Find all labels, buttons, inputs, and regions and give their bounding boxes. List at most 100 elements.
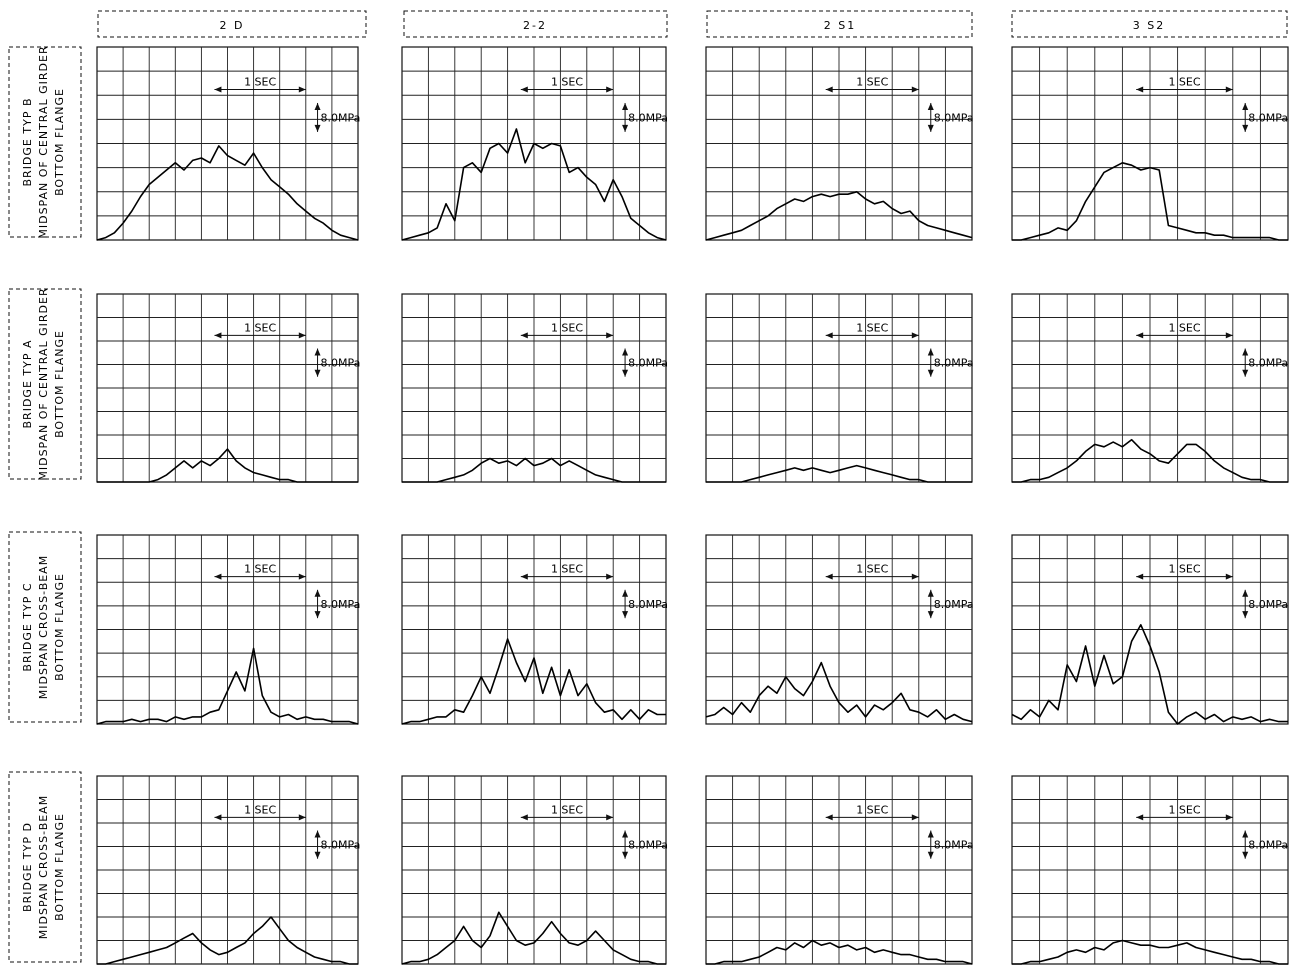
chart-panel: 1 SEC 8.0MPa bbox=[1011, 46, 1289, 241]
time-scale-arrowhead-right bbox=[298, 573, 306, 580]
chart-panels: 1 SEC 8.0MPa 1 SEC 8.0MPa 1 SEC 8.0MPa 1 SEC 8.… bbox=[96, 46, 1289, 965]
row-label-line3: BOTTOM FLANGE bbox=[53, 573, 66, 681]
time-scale-label: 1 SEC bbox=[551, 75, 583, 88]
chart-panel: 1 SEC 8.0MPa bbox=[1011, 293, 1289, 483]
time-scale-arrowhead-right bbox=[1225, 573, 1233, 580]
stress-scale-label: 8.0MPa bbox=[934, 357, 974, 370]
row-label-line2: MIDSPAN OF CENTRAL GIRDER bbox=[37, 45, 50, 238]
row-header-typ-a: BRIDGE TYP A MIDSPAN OF CENTRAL GIRDER B… bbox=[8, 287, 82, 481]
stress-scale-arrowhead-bottom bbox=[1242, 369, 1249, 377]
time-scale-arrowhead-right bbox=[298, 814, 306, 821]
time-scale-arrowhead-right bbox=[911, 86, 919, 93]
time-scale-label: 1 SEC bbox=[1168, 563, 1200, 576]
stress-scale-arrowhead-top bbox=[314, 830, 321, 838]
time-scale-arrowhead-left bbox=[214, 814, 222, 821]
stress-trace-line bbox=[96, 647, 359, 725]
stress-scale-arrowhead-top bbox=[1242, 348, 1249, 356]
column-header-2d: 2 D bbox=[97, 10, 367, 38]
time-scale-arrowhead-right bbox=[1225, 86, 1233, 93]
stress-scale-arrowhead-bottom bbox=[1242, 851, 1249, 859]
stress-scale-arrowhead-bottom bbox=[622, 124, 629, 132]
row-header-typ-c: BRIDGE TYP C MIDSPAN CROSS-BEAM BOTTOM F… bbox=[8, 531, 82, 723]
time-scale-arrowhead-right bbox=[911, 573, 919, 580]
row-label-line3: BOTTOM FLANGE bbox=[53, 88, 66, 196]
row-header-typ-b: BRIDGE TYP B MIDSPAN OF CENTRAL GIRDER B… bbox=[8, 45, 82, 239]
row-label-line1: BRIDGE TYP B bbox=[21, 98, 34, 187]
row-label-line1: BRIDGE TYP D bbox=[21, 822, 34, 912]
chart-panel: 1 SEC 8.0MPa bbox=[705, 293, 974, 483]
stress-trace-line bbox=[401, 128, 667, 241]
chart-panel: 1 SEC 8.0MPa bbox=[96, 534, 361, 725]
time-scale-arrowhead-right bbox=[606, 332, 614, 339]
time-scale-arrowhead-left bbox=[825, 573, 833, 580]
time-scale-arrowhead-left bbox=[214, 573, 222, 580]
stress-scale-arrowhead-bottom bbox=[927, 611, 934, 619]
stress-scale-label: 8.0MPa bbox=[628, 839, 668, 852]
time-scale-arrowhead-left bbox=[825, 814, 833, 821]
time-scale-label: 1 SEC bbox=[551, 803, 583, 816]
stress-scale-label: 8.0MPa bbox=[1248, 839, 1288, 852]
column-headers: 2 D 2-2 2 S1 3 S2 bbox=[97, 10, 1288, 38]
stress-scale-arrowhead-top bbox=[1242, 830, 1249, 838]
row-label-line1: BRIDGE TYP A bbox=[21, 340, 34, 429]
chart-panel: 1 SEC 8.0MPa bbox=[705, 775, 974, 965]
column-label: 3 S2 bbox=[1133, 19, 1165, 32]
stress-trace-line bbox=[1012, 162, 1288, 241]
time-scale-label: 1 SEC bbox=[856, 803, 888, 816]
stress-trace-line bbox=[1011, 623, 1288, 725]
time-scale-label: 1 SEC bbox=[856, 563, 888, 576]
chart-panel: 1 SEC 8.0MPa bbox=[96, 46, 361, 241]
time-scale-arrowhead-left bbox=[1136, 332, 1144, 339]
stress-scale-arrowhead-bottom bbox=[314, 851, 321, 859]
stress-scale-arrowhead-top bbox=[927, 830, 934, 838]
row-label-line1: BRIDGE TYP C bbox=[21, 582, 34, 671]
time-scale-arrowhead-right bbox=[606, 86, 614, 93]
chart-panel: 1 SEC 8.0MPa bbox=[1011, 534, 1289, 725]
stress-trace-line bbox=[1012, 939, 1288, 965]
time-scale-arrowhead-left bbox=[1136, 86, 1144, 93]
row-label-line3: BOTTOM FLANGE bbox=[53, 813, 66, 921]
stress-scale-arrowhead-bottom bbox=[622, 369, 629, 377]
stress-scale-arrowhead-top bbox=[1242, 102, 1249, 110]
time-scale-arrowhead-right bbox=[298, 332, 306, 339]
row-header-typ-d: BRIDGE TYP D MIDSPAN CROSS-BEAM BOTTOM F… bbox=[8, 771, 82, 963]
time-scale-arrowhead-left bbox=[214, 332, 222, 339]
stress-scale-label: 8.0MPa bbox=[1248, 111, 1288, 124]
stress-scale-label: 8.0MPa bbox=[628, 598, 668, 611]
stress-scale-label: 8.0MPa bbox=[321, 111, 361, 124]
stress-scale-label: 8.0MPa bbox=[1248, 598, 1288, 611]
chart-panel: 1 SEC 8.0MPa bbox=[96, 293, 361, 483]
stress-scale-label: 8.0MPa bbox=[628, 111, 668, 124]
column-header-2-2: 2-2 bbox=[403, 10, 668, 38]
stress-scale-label: 8.0MPa bbox=[321, 598, 361, 611]
stress-trace-line bbox=[401, 638, 666, 725]
time-scale-label: 1 SEC bbox=[244, 75, 276, 88]
stress-scale-arrowhead-top bbox=[314, 102, 321, 110]
stress-scale-label: 8.0MPa bbox=[321, 357, 361, 370]
stress-scale-arrowhead-bottom bbox=[1242, 124, 1249, 132]
stress-trace-line bbox=[1012, 438, 1288, 483]
stress-scale-label: 8.0MPa bbox=[321, 839, 361, 852]
column-label: 2 S1 bbox=[824, 19, 856, 32]
stress-scale-arrowhead-top bbox=[314, 348, 321, 356]
column-label: 2 D bbox=[220, 19, 245, 32]
row-label-line2: MIDSPAN CROSS-BEAM bbox=[37, 555, 50, 699]
time-scale-arrowhead-left bbox=[520, 573, 528, 580]
stress-scale-arrowhead-bottom bbox=[622, 611, 629, 619]
stress-scale-arrowhead-bottom bbox=[1242, 611, 1249, 619]
time-scale-arrowhead-right bbox=[911, 332, 919, 339]
stress-scale-arrowhead-top bbox=[927, 589, 934, 597]
time-scale-arrowhead-left bbox=[520, 332, 528, 339]
stress-trace-line bbox=[705, 191, 973, 241]
time-scale-arrowhead-left bbox=[214, 86, 222, 93]
chart-panel: 1 SEC 8.0MPa bbox=[705, 46, 974, 241]
time-scale-arrowhead-left bbox=[520, 814, 528, 821]
stress-scale-arrowhead-bottom bbox=[314, 611, 321, 619]
column-header-2s1: 2 S1 bbox=[706, 10, 973, 38]
stress-trace-line bbox=[402, 457, 666, 483]
stress-trace-line bbox=[96, 145, 359, 241]
stress-trace-line bbox=[97, 448, 358, 483]
time-scale-label: 1 SEC bbox=[244, 803, 276, 816]
time-scale-arrowhead-left bbox=[520, 86, 528, 93]
